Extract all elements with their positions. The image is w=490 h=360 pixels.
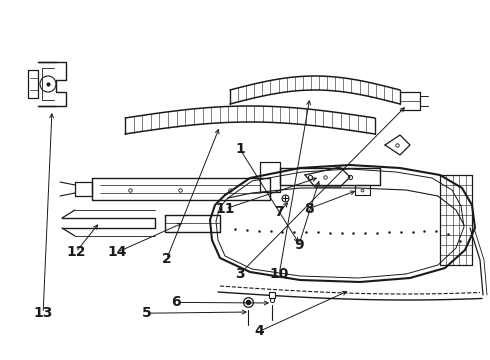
Text: 1: 1	[235, 143, 245, 156]
Text: 9: 9	[294, 238, 304, 252]
Text: 5: 5	[142, 306, 152, 320]
Text: 6: 6	[172, 296, 181, 309]
Text: 2: 2	[162, 252, 172, 266]
Text: 14: 14	[108, 245, 127, 259]
Text: 7: 7	[274, 206, 284, 219]
Text: 13: 13	[33, 306, 53, 320]
Text: 11: 11	[216, 202, 235, 216]
Text: 10: 10	[270, 267, 289, 280]
Text: 4: 4	[255, 324, 265, 338]
Text: 12: 12	[66, 245, 86, 259]
Text: 3: 3	[235, 267, 245, 280]
Text: 8: 8	[304, 202, 314, 216]
